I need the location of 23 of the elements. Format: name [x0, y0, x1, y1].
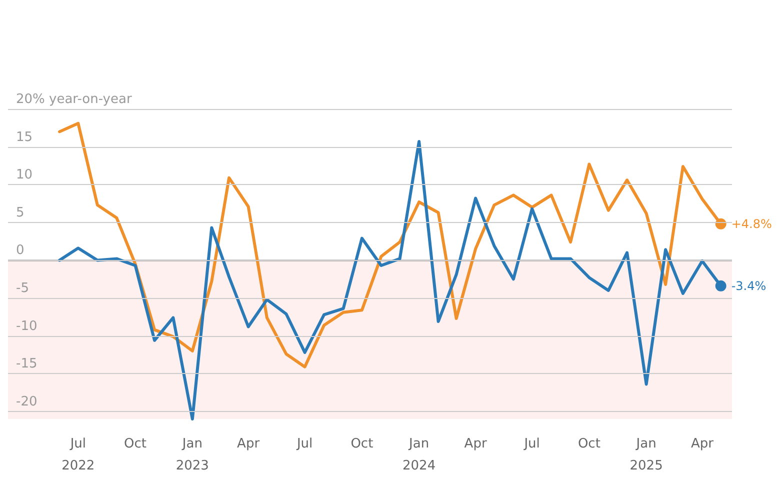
x-tick-label: Jan 2025 [630, 436, 663, 474]
x-tick-label: Oct [124, 436, 147, 452]
x-tick-label: Jan 2024 [402, 436, 436, 474]
y-tick-label: -10 [16, 318, 38, 334]
y-tick-label: 0 [16, 243, 24, 258]
x-tick-label: Apr [464, 436, 488, 452]
data-label: +4.8% [731, 216, 772, 231]
x-tick-label: Apr [237, 436, 260, 452]
x-tick-label: Jul [296, 436, 313, 452]
y-tick-label: 15 [16, 130, 33, 145]
x-tick-label: Jul [523, 436, 540, 452]
x-tick-label: Jul 2022 [62, 436, 95, 474]
y-tick-label: -20 [16, 394, 38, 410]
y-tick-label: 20% year-on-year [16, 92, 132, 107]
x-tick-label: Apr [690, 436, 714, 452]
x-tick-label: Oct [350, 436, 374, 452]
y-tick-label: -5 [16, 281, 29, 296]
data-label: -3.4% [731, 278, 766, 293]
y-tick-label: 5 [16, 205, 24, 220]
x-tick-label: Oct [578, 436, 600, 452]
y-tick-label: 10 [16, 168, 33, 183]
x-tick-label: Jan 2023 [176, 436, 209, 474]
y-tick-label: -15 [16, 356, 38, 372]
